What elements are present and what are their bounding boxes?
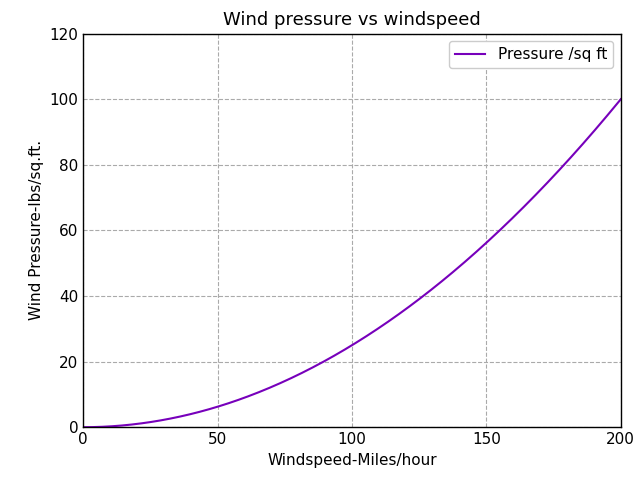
Pressure /sq ft [338, 348, 346, 354]
Pressure /sq ft [335, 350, 342, 356]
Pressure /sq ft [79, 424, 87, 430]
X-axis label: Windspeed-Miles/hour: Windspeed-Miles/hour [267, 453, 437, 468]
Pressure /sq ft [617, 96, 625, 102]
Pressure /sq ft [399, 308, 407, 314]
Title: Wind pressure vs windspeed: Wind pressure vs windspeed [223, 11, 481, 29]
Legend: Pressure /sq ft: Pressure /sq ft [449, 41, 613, 69]
Y-axis label: Wind Pressure-lbs/sq.ft.: Wind Pressure-lbs/sq.ft. [29, 140, 44, 321]
Line: Pressure /sq ft: Pressure /sq ft [83, 99, 621, 427]
Pressure /sq ft [520, 204, 527, 210]
Pressure /sq ft [604, 112, 612, 118]
Pressure /sq ft [371, 328, 378, 334]
